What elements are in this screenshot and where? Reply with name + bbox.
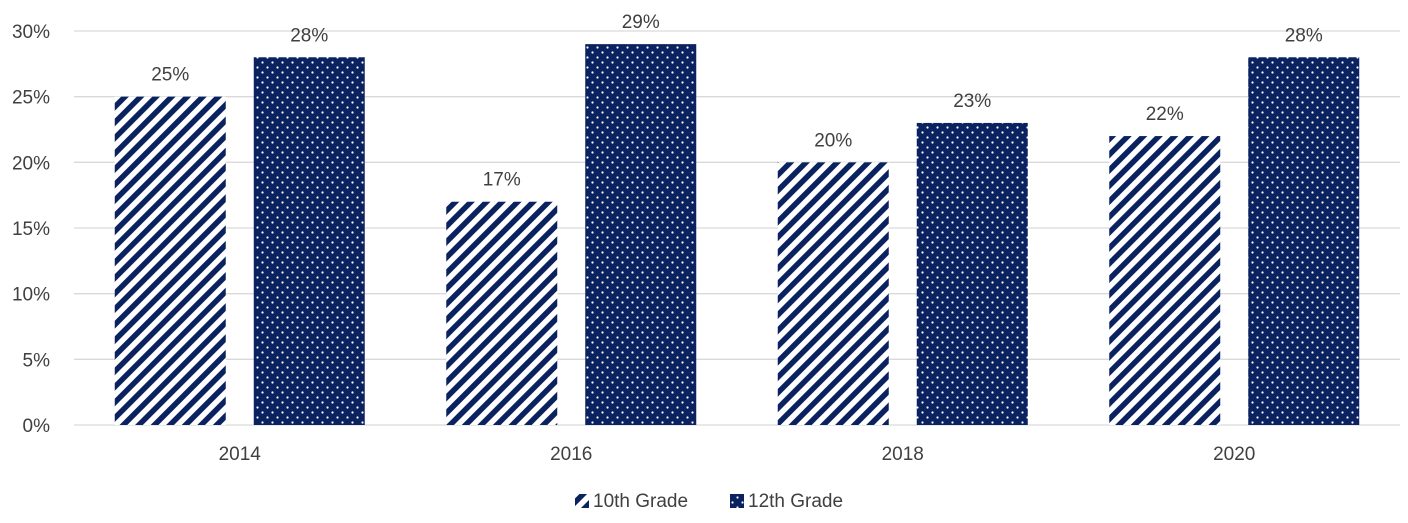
legend: 10th Grade 12th Grade	[575, 491, 843, 512]
y-tick-label: 10%	[12, 285, 50, 306]
legend-swatch	[575, 494, 589, 508]
data-label: 25%	[151, 65, 189, 86]
data-label: 28%	[290, 25, 328, 46]
data-label: 28%	[1285, 25, 1323, 46]
x-tick-label: 2016	[550, 444, 592, 465]
data-label: 29%	[622, 12, 660, 33]
bar-10th-grade-2014	[114, 96, 226, 426]
bars: 25% 28% 17% 29% 20% 23% 22% 28%	[114, 12, 1360, 426]
legend-label: 10th Grade	[593, 491, 688, 512]
x-axis: 2014 2016 2018 2020	[219, 444, 1256, 465]
bar-12th-grade-2016	[585, 44, 697, 426]
y-tick-label: 30%	[12, 22, 50, 43]
x-tick-label: 2018	[882, 444, 924, 465]
x-tick-label: 2014	[219, 444, 262, 465]
y-tick-label: 15%	[12, 219, 50, 240]
legend-label: 12th Grade	[748, 491, 843, 512]
legend-swatch	[730, 494, 744, 508]
data-label: 23%	[953, 91, 991, 112]
x-tick-label: 2020	[1213, 444, 1255, 465]
bar-10th-grade-2020	[1109, 136, 1221, 426]
y-tick-label: 0%	[23, 416, 51, 437]
data-label: 20%	[814, 130, 852, 151]
bar-10th-grade-2018	[777, 162, 889, 426]
y-tick-label: 25%	[12, 88, 50, 109]
y-axis: 0% 5% 10% 15% 20% 25% 30%	[12, 22, 50, 437]
y-tick-label: 20%	[12, 153, 50, 174]
y-tick-label: 5%	[23, 350, 51, 371]
bar-12th-grade-2018	[916, 122, 1028, 425]
bar-12th-grade-2020	[1248, 57, 1360, 426]
data-label: 17%	[483, 170, 521, 191]
bar-10th-grade-2016	[446, 201, 558, 425]
bar-12th-grade-2014	[253, 57, 365, 426]
data-label: 22%	[1146, 104, 1184, 125]
